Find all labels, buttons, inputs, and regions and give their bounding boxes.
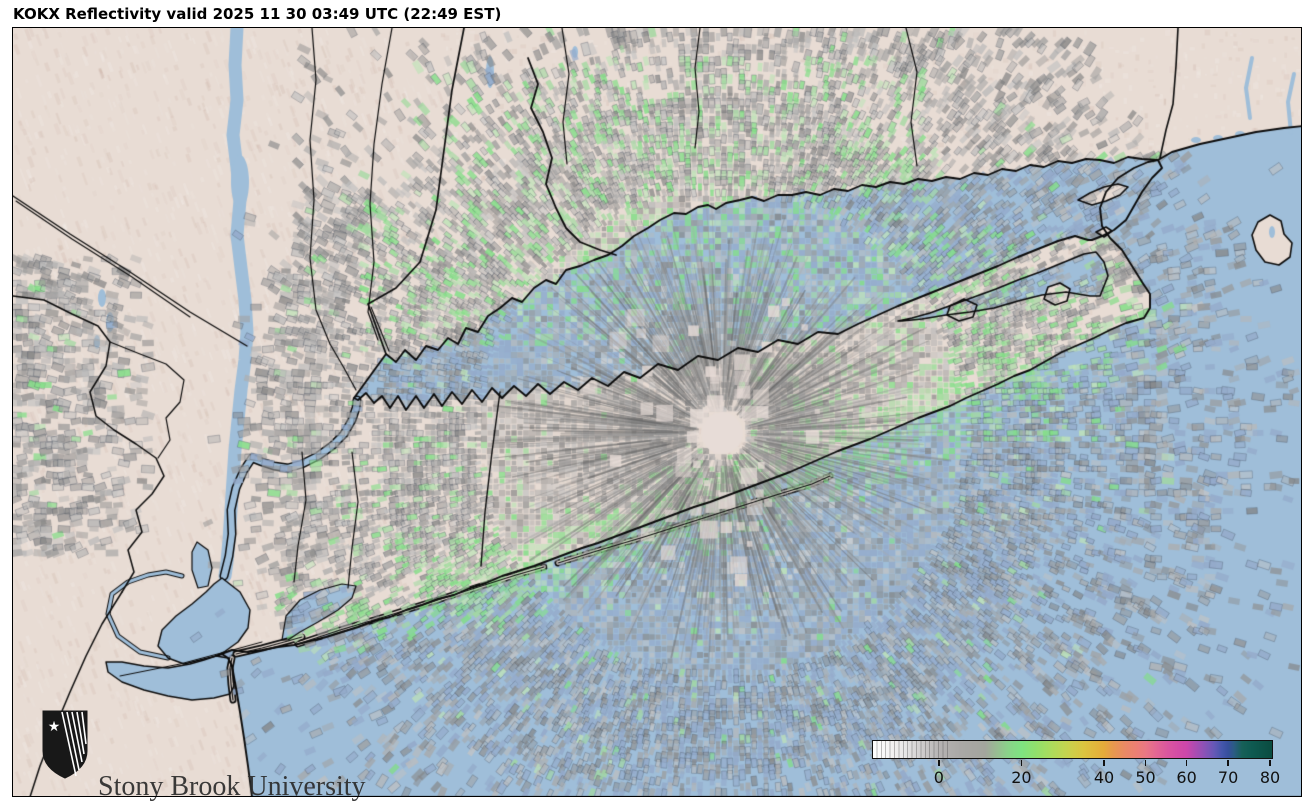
colorbar-tick bbox=[1144, 760, 1147, 766]
colorbar-tick-label: 60 bbox=[1176, 768, 1197, 787]
colorbar-gradient: 0 20 40 50 60 70 80 bbox=[872, 740, 1280, 787]
colorbar-tick-label: 20 bbox=[1011, 768, 1032, 787]
colorbar-tick-label: 0 bbox=[933, 768, 944, 787]
colorbar-discrete-stripes bbox=[873, 741, 949, 758]
colorbar-tick bbox=[1185, 760, 1188, 766]
colorbar-tick-label: 70 bbox=[1217, 768, 1239, 787]
shield-star-glyph: ★ bbox=[48, 719, 61, 735]
colorbar-tick-label: 40 bbox=[1093, 768, 1115, 787]
page-title: KOKX Reflectivity valid 2025 11 30 03:49… bbox=[13, 5, 502, 23]
colorbar-tick-label: 80 bbox=[1259, 768, 1281, 787]
colorbar-tick bbox=[1103, 760, 1105, 766]
sbu-logo: ★ Stony Brook University School of Marin… bbox=[42, 702, 366, 811]
colorbar-tick-label: 50 bbox=[1135, 768, 1156, 787]
logo-line-1: Stony Brook University bbox=[98, 771, 366, 802]
colorbar-tick bbox=[1020, 760, 1023, 766]
stony-brook-shield-icon: ★ bbox=[42, 710, 88, 779]
radar-map-canvas bbox=[13, 28, 1302, 797]
colorbar-tick bbox=[1269, 760, 1271, 766]
colorbar: 0 20 40 50 60 70 80 bbox=[872, 740, 1280, 787]
colorbar-tick bbox=[1227, 760, 1229, 766]
logo-text: Stony Brook University School of Marine … bbox=[98, 702, 366, 811]
colorbar-tick bbox=[938, 760, 940, 766]
